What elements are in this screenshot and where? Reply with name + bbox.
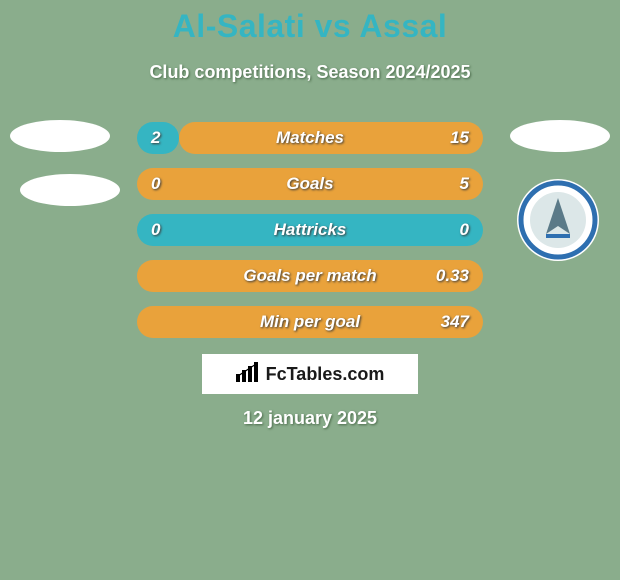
logo-text: FcTables.com (266, 364, 385, 385)
stat-value-left: 2 (151, 122, 160, 154)
page-title: Al-Salati vs Assal (0, 8, 620, 45)
right-team-pill-1 (510, 120, 610, 152)
stat-value-right: 0 (460, 214, 469, 246)
stat-row: Goals0 5 (137, 168, 483, 200)
stat-label: Matches (137, 122, 483, 154)
right-team-badge (516, 178, 600, 262)
stat-label: Hattricks (137, 214, 483, 246)
stat-label: Goals (137, 168, 483, 200)
stats-bars: Matches215Goals05Hattricks00Goals per ma… (137, 122, 483, 352)
stat-label: Min per goal (137, 306, 483, 338)
stat-label: Goals per match (137, 260, 483, 292)
chart-icon (236, 362, 260, 387)
stat-row: Matches2 15 (137, 122, 483, 154)
stat-row: Hattricks0 0 (137, 214, 483, 246)
snapshot-date: 12 january 2025 (0, 408, 620, 429)
stat-value-right: 5 (460, 168, 469, 200)
stat-row: Goals per match0.33 (137, 260, 483, 292)
left-team-pill-1 (10, 120, 110, 152)
site-logo: FcTables.com (202, 354, 418, 394)
stat-value-right: 347 (441, 306, 469, 338)
stat-value-right: 0.33 (436, 260, 469, 292)
left-team-pill-2 (20, 174, 120, 206)
subtitle: Club competitions, Season 2024/2025 (0, 62, 620, 83)
stat-row: Min per goal347 (137, 306, 483, 338)
stat-value-left: 0 (151, 214, 160, 246)
stat-value-left: 0 (151, 168, 160, 200)
stat-value-right: 15 (450, 122, 469, 154)
